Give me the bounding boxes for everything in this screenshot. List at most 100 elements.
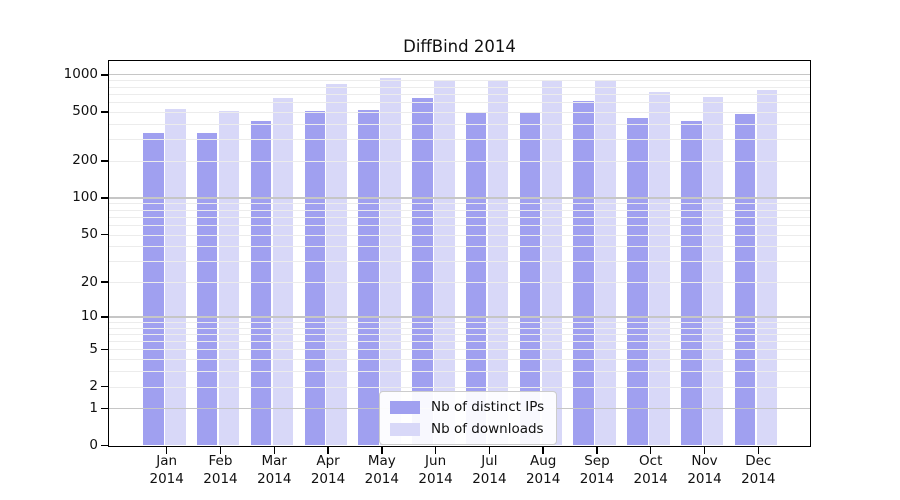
bar-downloads-mar: [272, 97, 294, 446]
x-tick-year: 2014: [310, 470, 346, 487]
bar-distinct-ips-oct: [627, 117, 648, 446]
x-tick-label-apr: Apr 2014: [300, 453, 356, 489]
y-tick-mark-500: [101, 111, 108, 113]
y-tick-label-2: 2: [89, 378, 98, 395]
x-tick-mark-jun: [434, 447, 437, 454]
y-tick-mark-10: [101, 316, 108, 318]
x-tick-year: 2014: [579, 470, 615, 487]
x-tick-year: 2014: [687, 470, 722, 487]
x-tick-mark-may: [381, 447, 383, 454]
y-tick-label-100: 100: [72, 189, 98, 206]
x-tick-mark-dec: [757, 447, 760, 454]
y-tick-label-200: 200: [72, 152, 98, 169]
legend-swatch-distinct-ips: [390, 400, 420, 414]
bar-distinct-ips-nov: [681, 121, 702, 446]
x-tick-mark-feb: [219, 447, 222, 454]
y-tick-mark-200: [101, 160, 108, 162]
x-tick-year: 2014: [257, 470, 292, 487]
x-tick-mark-jan: [165, 447, 168, 454]
x-tick-month: Jan: [156, 453, 178, 469]
x-tick-label-nov: Nov 2014: [677, 453, 733, 489]
bar-distinct-ips-jan: [143, 133, 164, 446]
bars-layer: [109, 61, 810, 446]
bar-downloads-jan: [165, 109, 186, 446]
x-tick-month: Aug: [529, 453, 557, 469]
bar-distinct-ips-aug: [519, 113, 541, 446]
x-tick-year: 2014: [525, 470, 561, 487]
x-tick-month: Apr: [316, 453, 340, 469]
y-tick-mark-50: [101, 233, 108, 236]
y-tick-mark-20: [101, 281, 108, 283]
bar-distinct-ips-feb: [196, 133, 218, 446]
x-tick-month: Dec: [745, 453, 772, 469]
bar-distinct-ips-sep: [573, 101, 594, 446]
x-tick-label-jul: Jul 2014: [461, 453, 517, 489]
x-tick-month: Sep: [584, 453, 610, 469]
y-tick-label-10: 10: [80, 308, 98, 325]
bar-downloads-aug: [541, 80, 563, 446]
x-tick-month: Nov: [691, 453, 718, 469]
x-tick-label-may: May 2014: [354, 453, 410, 489]
x-tick-mark-sep: [596, 447, 598, 454]
x-tick-year: 2014: [633, 470, 668, 487]
y-tick-mark-2: [101, 385, 108, 388]
x-tick-year: 2014: [149, 470, 184, 487]
x-tick-mark-apr: [327, 447, 329, 454]
y-tick-label-5: 5: [89, 340, 98, 357]
x-tick-year: 2014: [203, 470, 238, 487]
x-tick-year: 2014: [364, 470, 399, 487]
y-tick-label-50: 50: [80, 226, 98, 243]
y-tick-mark-1000: [101, 74, 108, 76]
bar-downloads-nov: [702, 97, 724, 446]
x-tick-mark-mar: [273, 447, 275, 454]
x-tick-label-oct: Oct 2014: [623, 453, 679, 489]
x-tick-label-sep: Sep 2014: [569, 453, 625, 489]
legend: Nb of distinct IPs Nb of downloads: [379, 391, 558, 445]
bar-downloads-feb: [218, 110, 240, 446]
y-tick-label-1000: 1000: [63, 66, 98, 83]
x-tick-year: 2014: [418, 470, 453, 487]
x-tick-label-jan: Jan 2014: [139, 453, 195, 489]
y-tick-mark-100: [101, 197, 108, 199]
bar-downloads-apr: [326, 84, 347, 446]
x-tick-month: May: [367, 453, 396, 469]
x-tick-month: Oct: [639, 453, 663, 469]
bar-distinct-ips-jul: [465, 111, 487, 446]
bar-distinct-ips-mar: [250, 121, 272, 446]
x-tick-month: Feb: [208, 453, 233, 469]
x-tick-label-feb: Feb 2014: [192, 453, 248, 489]
bar-distinct-ips-jun: [412, 97, 433, 446]
y-tick-label-1: 1: [89, 399, 98, 416]
x-tick-mark-oct: [649, 447, 652, 454]
x-tick-year: 2014: [472, 470, 507, 487]
chart-title: DiffBind 2014: [403, 37, 516, 56]
bar-distinct-ips-dec: [734, 114, 756, 446]
x-tick-month: Jul: [481, 453, 498, 469]
x-tick-month: Mar: [261, 453, 287, 469]
bar-downloads-oct: [649, 92, 670, 446]
y-tick-label-20: 20: [80, 273, 98, 290]
y-tick-label-500: 500: [72, 103, 98, 120]
x-tick-year: 2014: [741, 470, 776, 487]
bar-distinct-ips-may: [358, 110, 379, 446]
x-tick-mark-aug: [542, 447, 544, 454]
x-tick-label-aug: Aug 2014: [515, 453, 571, 489]
bar-distinct-ips-apr: [304, 111, 326, 446]
y-tick-mark-1: [101, 407, 108, 410]
y-tick-mark-5: [101, 348, 108, 351]
legend-item-downloads: Nb of downloads: [390, 421, 544, 437]
bar-downloads-dec: [756, 89, 778, 446]
bar-downloads-jun: [434, 80, 455, 446]
y-tick-label-0: 0: [89, 437, 98, 453]
legend-item-distinct-ips: Nb of distinct IPs: [390, 399, 544, 415]
legend-swatch-downloads: [390, 422, 420, 436]
x-tick-mark-jul: [488, 447, 491, 454]
x-tick-label-dec: Dec 2014: [730, 453, 786, 489]
x-tick-mark-nov: [703, 447, 706, 454]
x-tick-month: Jun: [425, 453, 447, 469]
bar-downloads-jul: [487, 80, 509, 446]
x-tick-label-mar: Mar 2014: [246, 453, 302, 489]
legend-label-downloads: Nb of downloads: [431, 421, 544, 437]
x-tick-label-jun: Jun 2014: [408, 453, 464, 489]
y-tick-mark-0: [101, 444, 108, 447]
